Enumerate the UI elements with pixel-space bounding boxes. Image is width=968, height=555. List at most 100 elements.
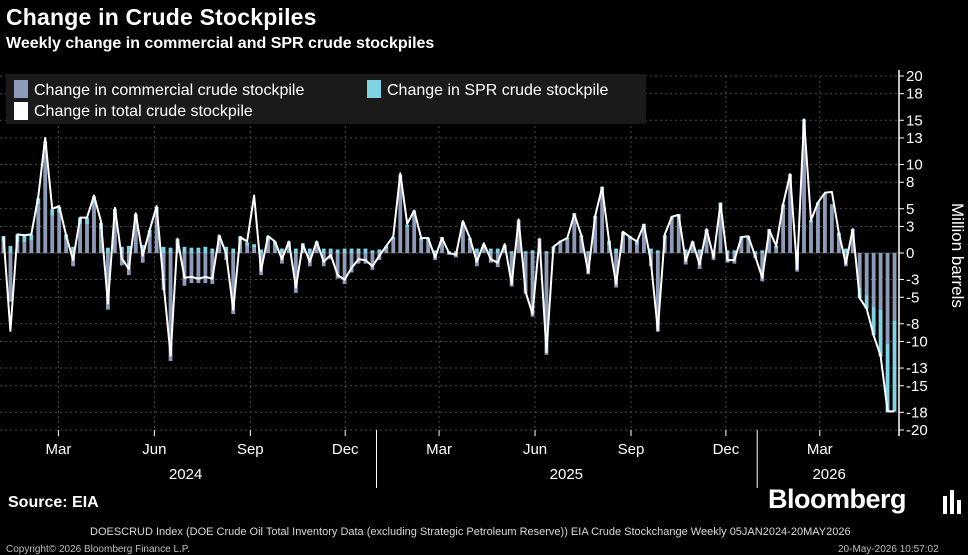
spr-bar <box>210 248 215 253</box>
commercial-bar <box>809 222 813 253</box>
commercial-bar <box>161 253 166 291</box>
spr-bar <box>328 248 333 253</box>
spr-bar <box>544 251 549 253</box>
spr-bar <box>586 251 591 253</box>
commercial-bar <box>579 237 584 253</box>
spr-bar <box>321 248 326 253</box>
spr-bar <box>864 295 869 309</box>
commercial-bar <box>440 239 444 253</box>
commercial-bar <box>704 232 709 253</box>
commercial-bar <box>29 240 34 253</box>
commercial-bar <box>133 221 138 253</box>
commercial-bar <box>621 236 625 253</box>
commercial-bar <box>196 253 201 284</box>
chart-title: Change in Crude Stockpiles <box>6 4 317 30</box>
commercial-bar <box>586 253 591 275</box>
bloomberg-logo: Bloomberg <box>768 484 907 514</box>
spr-bar <box>105 247 110 253</box>
commercial-bar <box>850 231 855 253</box>
index-footnote: DOESCRUD Index (DOE Crude Oil Total Inve… <box>90 526 851 538</box>
commercial-bar <box>314 245 319 253</box>
spr-bar <box>342 248 347 253</box>
commercial-bar <box>593 219 598 253</box>
year-label: 2024 <box>169 466 202 483</box>
commercial-bar <box>231 253 236 315</box>
commercial-bar <box>565 239 570 253</box>
spr-bar <box>196 247 201 253</box>
commercial-bar <box>419 240 424 253</box>
spr-bar <box>50 209 55 216</box>
spr-bar <box>363 248 368 253</box>
spr-bar <box>29 234 34 241</box>
spr-bar <box>655 250 660 253</box>
commercial-bar <box>746 240 751 253</box>
x-tick-label: Jun <box>523 441 547 458</box>
commercial-bar <box>857 253 862 288</box>
commercial-bar <box>816 205 820 253</box>
spr-bar <box>224 246 229 253</box>
commercial-bar <box>147 237 152 253</box>
legend-swatch-commercial <box>14 80 28 98</box>
commercial-bar <box>600 190 605 253</box>
commercial-bar <box>384 248 389 253</box>
commercial-bar <box>412 212 417 253</box>
commercial-bar <box>57 213 62 253</box>
y-tick-label: 5 <box>906 201 914 218</box>
commercial-bar <box>349 253 354 273</box>
total-crude-line <box>2 118 895 413</box>
spr-bar <box>280 248 284 253</box>
commercial-bar <box>885 253 890 344</box>
legend: Change in commercial crude stockpile Cha… <box>6 74 646 124</box>
y-tick-label: -20 <box>906 422 928 439</box>
spr-bar <box>71 246 76 253</box>
commercial-bar <box>154 213 159 253</box>
commercial-bar <box>829 205 834 253</box>
commercial-bar <box>22 242 27 253</box>
y-tick-label: 18 <box>906 86 923 103</box>
spr-bar <box>252 244 256 248</box>
spr-bar <box>370 250 375 253</box>
commercial-bar <box>398 177 403 253</box>
commercial-bar <box>426 240 431 253</box>
spr-bar <box>829 204 834 206</box>
spr-bar <box>530 250 535 253</box>
commercial-bar <box>370 253 375 270</box>
commercial-bar <box>516 222 521 253</box>
spr-bar <box>419 237 424 241</box>
commercial-bar <box>614 253 618 288</box>
x-tick-label: Mar <box>426 441 452 458</box>
spr-bar <box>405 224 410 228</box>
commercial-bar <box>92 203 96 253</box>
commercial-bar <box>36 204 41 253</box>
spr-bar <box>509 251 514 253</box>
commercial-bar <box>836 237 841 253</box>
spr-bar <box>119 246 124 253</box>
spr-bar <box>648 248 653 253</box>
commercial-bar <box>112 215 117 253</box>
commercial-bar <box>822 194 827 253</box>
spr-bar <box>495 248 500 253</box>
commercial-bar <box>467 240 472 253</box>
total-line-group <box>2 118 895 413</box>
x-axis: Mar Jun Sep Dec Mar Jun Sep Dec Mar 2024 2025 2026 <box>45 430 846 488</box>
spr-bar <box>92 196 96 204</box>
spr-bar <box>878 309 883 357</box>
commercial-bar <box>669 220 674 253</box>
x-tick-label: Mar <box>45 441 71 458</box>
commercial-bar <box>245 245 250 253</box>
x-tick-label: Dec <box>332 441 359 458</box>
commercial-bar <box>509 253 514 287</box>
commercial-bar <box>105 253 110 310</box>
commercial-bar <box>628 239 632 253</box>
y-tick-label: 3 <box>906 218 914 235</box>
commercial-bar <box>43 146 48 253</box>
y-tick-label: 20 <box>906 68 923 85</box>
y-tick-label: -3 <box>906 272 919 289</box>
x-tick-label: Dec <box>713 441 740 458</box>
commercial-bar <box>607 245 612 253</box>
spr-bar <box>259 249 263 253</box>
commercial-bar <box>342 253 347 284</box>
spr-bar <box>753 251 758 253</box>
